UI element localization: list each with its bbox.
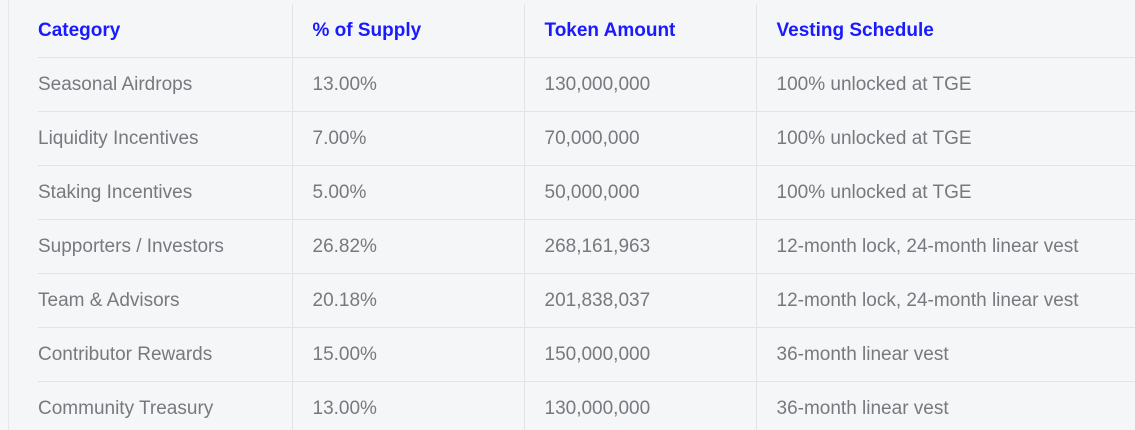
cell-vesting-schedule: 36-month linear vest	[755, 381, 1135, 430]
cell-category: Community Treasury	[38, 397, 214, 419]
cell-vesting-schedule: 100% unlocked at TGE	[755, 111, 1135, 166]
cell-percent-of-supply: 20.18%	[291, 273, 524, 328]
table-row: Team & Advisors 20.18% 201,838,037 12-mo…	[38, 273, 1135, 328]
cell-token-amount: 130,000,000	[523, 57, 756, 112]
cell-token-amount: 201,838,037	[523, 273, 756, 328]
cell-token-amount: 70,000,000	[523, 111, 756, 166]
table-row: Community Treasury 13.00% 130,000,000 36…	[38, 381, 1135, 430]
cell-category: Team & Advisors	[38, 273, 292, 328]
cell-vesting-schedule: 12-month lock, 24-month linear vest	[755, 219, 1135, 274]
table-row: Contributor Rewards 15.00% 150,000,000 3…	[38, 327, 1135, 382]
cell-vesting-schedule: 100% unlocked at TGE	[755, 57, 1135, 112]
cell-token-amount: 150,000,000	[523, 327, 756, 382]
table-header-row: Category % of Supply Token Amount Vestin…	[38, 4, 1135, 58]
header-category: Category	[38, 4, 292, 58]
header-vesting-schedule: Vesting Schedule	[755, 4, 1135, 58]
cell-category: Staking Incentives	[38, 165, 292, 220]
table-row: Supporters / Investors 26.82% 268,161,96…	[38, 219, 1135, 274]
left-divider	[8, 0, 9, 430]
table-row: Liquidity Incentives 7.00% 70,000,000 10…	[38, 111, 1135, 166]
cell-percent-of-supply: 5.00%	[291, 165, 524, 220]
cell-percent-of-supply: 26.82%	[291, 219, 524, 274]
cell-vesting-schedule: 12-month lock, 24-month linear vest	[755, 273, 1135, 328]
cell-token-amount: 130,000,000	[523, 381, 756, 430]
cell-vesting-schedule: 100% unlocked at TGE	[755, 165, 1135, 220]
cell-category: Contributor Rewards	[38, 327, 292, 382]
cell-percent-of-supply: 7.00%	[291, 111, 524, 166]
cell-percent-of-supply: 15.00%	[291, 327, 524, 382]
table-row: Seasonal Airdrops 13.00% 130,000,000 100…	[38, 57, 1135, 112]
cell-category: Seasonal Airdrops	[38, 57, 292, 112]
cell-vesting-schedule: 36-month linear vest	[755, 327, 1135, 382]
table-row: Staking Incentives 5.00% 50,000,000 100%…	[38, 165, 1135, 220]
cell-token-amount: 268,161,963	[523, 219, 756, 274]
token-allocation-table: Category % of Supply Token Amount Vestin…	[38, 4, 1135, 430]
header-percent-of-supply: % of Supply	[291, 4, 524, 58]
cell-category: Supporters / Investors	[38, 219, 292, 274]
cell-category: Liquidity Incentives	[38, 111, 292, 166]
token-allocation-table-container: Category % of Supply Token Amount Vestin…	[38, 4, 1135, 430]
cell-percent-of-supply: 13.00%	[291, 57, 524, 112]
cell-token-amount: 50,000,000	[523, 165, 756, 220]
header-token-amount: Token Amount	[523, 4, 756, 58]
cell-percent-of-supply: 13.00%	[291, 381, 524, 430]
